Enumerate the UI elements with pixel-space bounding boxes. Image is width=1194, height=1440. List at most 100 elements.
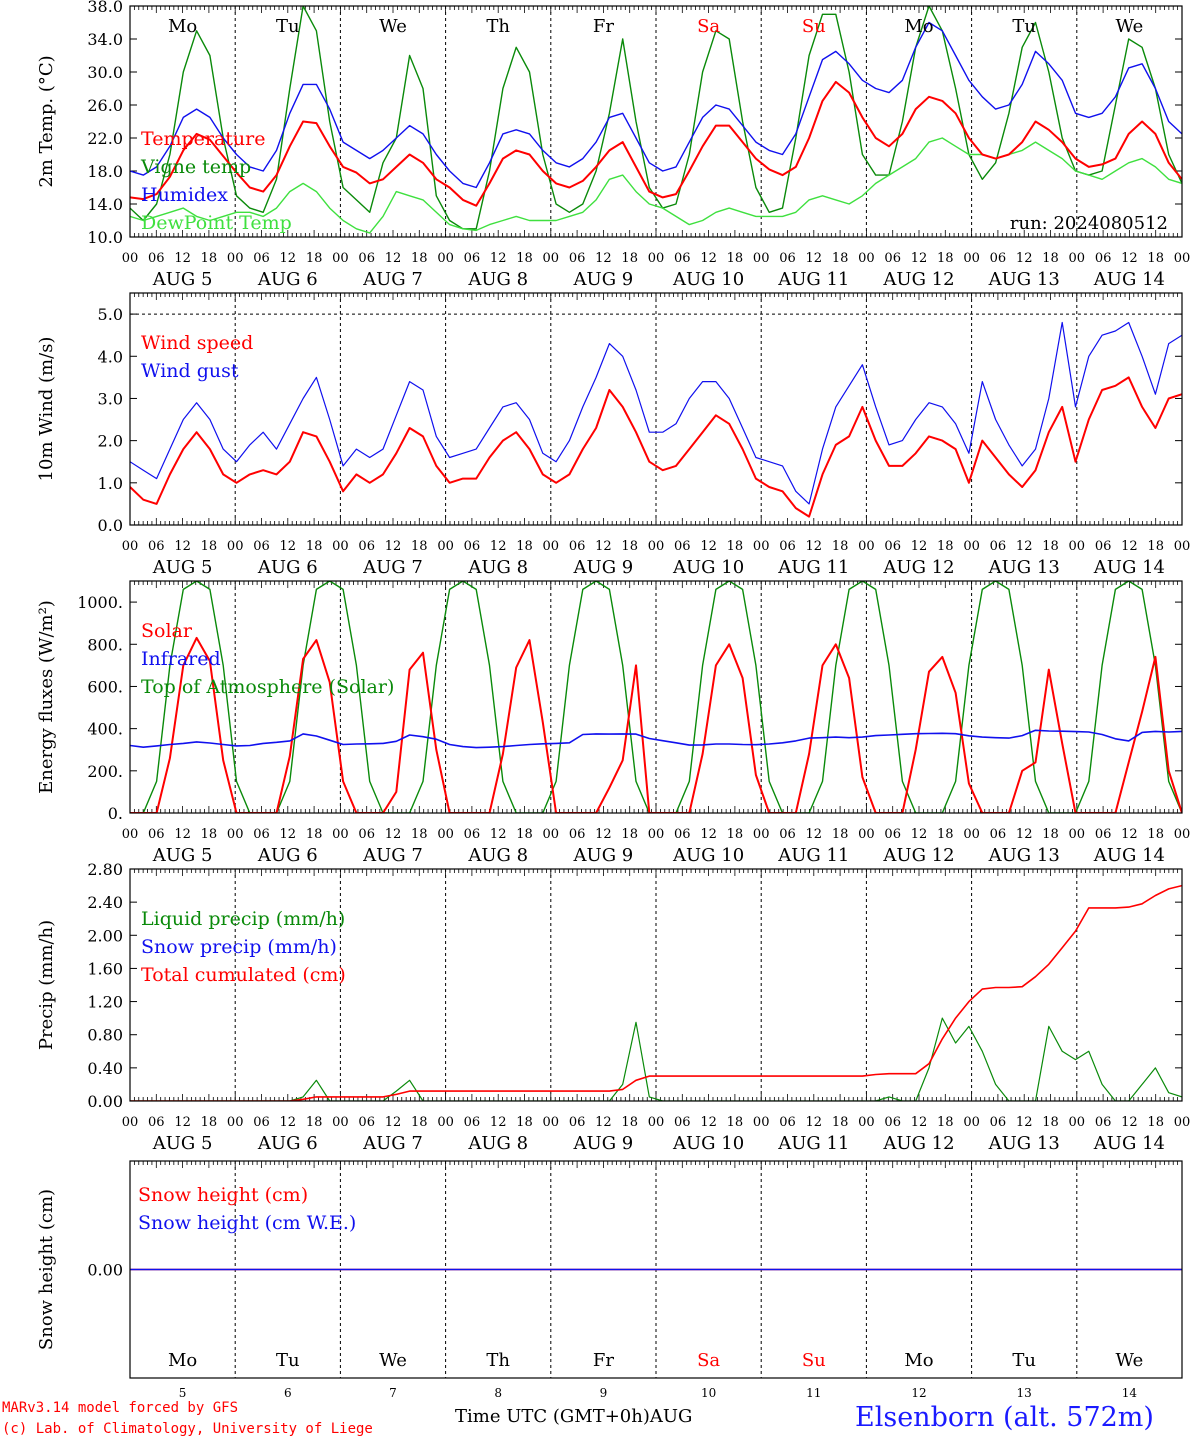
date-label: AUG 7 (362, 845, 423, 866)
date-label: AUG 14 (1093, 269, 1165, 290)
hour-tick-label: 12 (911, 827, 928, 842)
hour-tick-label: 12 (490, 539, 507, 554)
hour-tick-label: 12 (490, 1115, 507, 1130)
hour-tick-label: 06 (990, 251, 1007, 266)
hour-tick-label: 18 (727, 539, 744, 554)
hour-tick-label: 12 (806, 827, 823, 842)
day-number-label: 10 (701, 1386, 716, 1400)
y-tick-label: 22.0 (87, 129, 123, 148)
hour-tick-label: 12 (1016, 1115, 1033, 1130)
y-tick-label: 1000. (77, 593, 123, 612)
date-label: AUG 12 (882, 269, 954, 290)
hour-tick-label: 06 (990, 1115, 1007, 1130)
legend-entry: Top of Atmosphere (Solar) (141, 676, 394, 698)
hour-tick-label: 06 (464, 1115, 481, 1130)
weekday-label: Sa (697, 16, 720, 37)
hour-tick-label: 12 (911, 539, 928, 554)
weekday-label: We (1116, 1350, 1144, 1371)
run-annotation: run: 2024080512 (1010, 213, 1168, 234)
panel-snow: 0.00 Snow height (cm) Snow height (cm) Snow… (36, 1160, 1183, 1400)
hour-tick-label: 00 (1069, 251, 1086, 266)
hour-tick-label: 00 (753, 827, 770, 842)
y-tick-label: 800. (87, 635, 123, 654)
day-number-label: 7 (389, 1386, 397, 1400)
hour-tick-label: 12 (174, 827, 191, 842)
hour-tick-label: 18 (621, 539, 638, 554)
hour-tick-label: 06 (148, 251, 165, 266)
weekday-label: Mo (904, 1350, 933, 1371)
hour-tick-label: 12 (385, 251, 402, 266)
hour-tick-label: 06 (569, 1115, 586, 1130)
hour-tick-label: 18 (201, 539, 218, 554)
date-label: AUG 10 (672, 557, 744, 578)
hour-tick-label: 18 (306, 539, 323, 554)
hour-tick-label: 00 (437, 251, 454, 266)
hour-tick-label: 18 (201, 827, 218, 842)
hour-tick-label: 06 (464, 539, 481, 554)
hour-tick-label: 06 (779, 539, 796, 554)
hour-tick-label: 06 (358, 251, 375, 266)
hour-tick-label: 18 (411, 827, 428, 842)
hour-tick-label: 00 (332, 827, 349, 842)
hour-tick-label: 06 (358, 827, 375, 842)
hour-tick-label: 06 (1095, 539, 1112, 554)
hour-tick-label: 00 (227, 827, 244, 842)
hour-tick-label: 00 (858, 827, 875, 842)
y-tick-label: 600. (87, 677, 123, 696)
weekday-label: Tu (276, 16, 300, 37)
hour-tick-label: 18 (411, 1115, 428, 1130)
y-axis-label: Energy fluxes (W/m²) (36, 600, 57, 794)
hour-tick-label: 18 (621, 1115, 638, 1130)
date-label: AUG 7 (362, 557, 423, 578)
hour-tick-label: 12 (174, 539, 191, 554)
hour-tick-label: 00 (543, 1115, 560, 1130)
date-label: AUG 11 (777, 557, 849, 578)
hour-tick-label: 00 (332, 1115, 349, 1130)
hour-tick-label: 00 (1069, 1115, 1086, 1130)
y-tick-label: 4.0 (98, 347, 123, 366)
y-tick-label: 0.00 (87, 1092, 123, 1111)
series-line-total-cumulated-cm- (130, 884, 1182, 1101)
hour-tick-label: 06 (253, 251, 270, 266)
day-number-label: 5 (179, 1386, 187, 1400)
weekday-label: Fr (593, 16, 614, 37)
y-tick-label: 2.80 (87, 860, 123, 879)
weekday-label: Sa (697, 1350, 720, 1371)
y-tick-label: 200. (87, 762, 123, 781)
date-label: AUG 13 (988, 1133, 1060, 1154)
hour-tick-label: 18 (621, 827, 638, 842)
legend-entry: Infrared (141, 648, 221, 670)
series-line-vigne-temp (130, 6, 1182, 230)
hour-tick-label: 18 (832, 1115, 849, 1130)
series-line-wind-speed (130, 376, 1182, 518)
hour-tick-label: 12 (911, 251, 928, 266)
series-line-top-of-atmosphere-solar- (130, 581, 1182, 813)
date-label: AUG 11 (777, 845, 849, 866)
hour-tick-label: 00 (963, 827, 980, 842)
hour-tick-label: 00 (1174, 539, 1191, 554)
weekday-label: Mo (904, 16, 933, 37)
date-label: AUG 14 (1093, 557, 1165, 578)
hour-tick-label: 12 (595, 1115, 612, 1130)
hour-tick-label: 18 (727, 827, 744, 842)
hour-tick-label: 06 (674, 1115, 691, 1130)
hour-tick-label: 12 (595, 251, 612, 266)
y-tick-label: 38.0 (87, 0, 123, 16)
hour-tick-label: 06 (358, 1115, 375, 1130)
date-label: AUG 11 (777, 269, 849, 290)
hour-tick-label: 18 (201, 1115, 218, 1130)
hour-tick-label: 00 (858, 539, 875, 554)
legend-entry: Temperature (141, 128, 265, 150)
hour-tick-label: 00 (332, 251, 349, 266)
hour-tick-label: 12 (595, 827, 612, 842)
weekday-label: We (1116, 16, 1144, 37)
hour-tick-label: 18 (727, 251, 744, 266)
model-credit: MARv3.14 model forced by GFS (2, 1400, 239, 1416)
hour-tick-label: 12 (806, 251, 823, 266)
day-number-label: 9 (600, 1386, 608, 1400)
date-label: AUG 7 (362, 1133, 423, 1154)
hour-tick-label: 12 (806, 1115, 823, 1130)
day-number-label: 8 (494, 1386, 502, 1400)
panel-frame (129, 292, 1183, 526)
date-label: AUG 13 (988, 845, 1060, 866)
